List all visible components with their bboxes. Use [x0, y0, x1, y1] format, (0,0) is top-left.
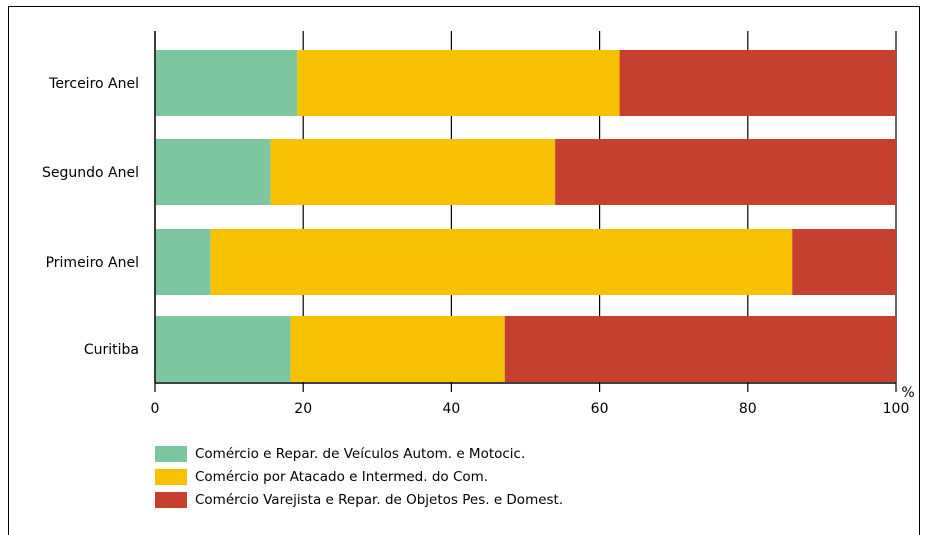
bar-segment — [619, 50, 896, 116]
category-label: Segundo Anel — [42, 165, 139, 181]
legend: Comércio e Repar. de Veículos Autom. e M… — [155, 446, 563, 515]
legend-label: Comércio e Repar. de Veículos Autom. e M… — [195, 446, 526, 462]
legend-item-atacado: Comércio por Atacado e Intermed. do Com. — [155, 469, 563, 485]
legend-swatch — [155, 492, 187, 508]
legend-swatch — [155, 469, 187, 485]
bars — [155, 50, 896, 382]
category-label: Primeiro Anel — [46, 255, 139, 271]
bar-segment — [297, 50, 620, 116]
category-label: Terceiro Anel — [48, 76, 139, 92]
bar-segment — [155, 229, 211, 295]
bar-segment — [155, 139, 271, 205]
bar-segment — [555, 139, 896, 205]
axes — [154, 31, 897, 392]
legend-item-veiculos: Comércio e Repar. de Veículos Autom. e M… — [155, 446, 563, 462]
tick-label: 20 — [294, 401, 312, 417]
tick-label: 60 — [591, 401, 609, 417]
legend-label: Comércio por Atacado e Intermed. do Com. — [195, 469, 489, 485]
tick-label: 100 — [883, 401, 910, 417]
legend-item-varejista: Comércio Varejista e Repar. de Objetos P… — [155, 492, 563, 508]
tick-label: 80 — [739, 401, 757, 417]
bar-segment — [792, 229, 896, 295]
category-labels: Terceiro Anel Segundo Anel Primeiro Anel Cu… — [42, 76, 139, 358]
bar-segment — [270, 139, 556, 205]
bar-segment — [155, 316, 291, 382]
bar-segment — [155, 50, 298, 116]
legend-label: Comércio Varejista e Repar. de Objetos P… — [195, 492, 564, 508]
bar-segment — [290, 316, 505, 382]
legend-swatch — [155, 446, 187, 462]
x-unit-label: % — [901, 385, 914, 401]
tick-label: 0 — [151, 401, 160, 417]
bar-segment — [210, 229, 793, 295]
bar-segment — [504, 316, 896, 382]
tick-labels: 0 20 40 60 80 100 — [151, 401, 910, 417]
category-label: Curitiba — [84, 342, 139, 358]
tick-label: 40 — [442, 401, 460, 417]
